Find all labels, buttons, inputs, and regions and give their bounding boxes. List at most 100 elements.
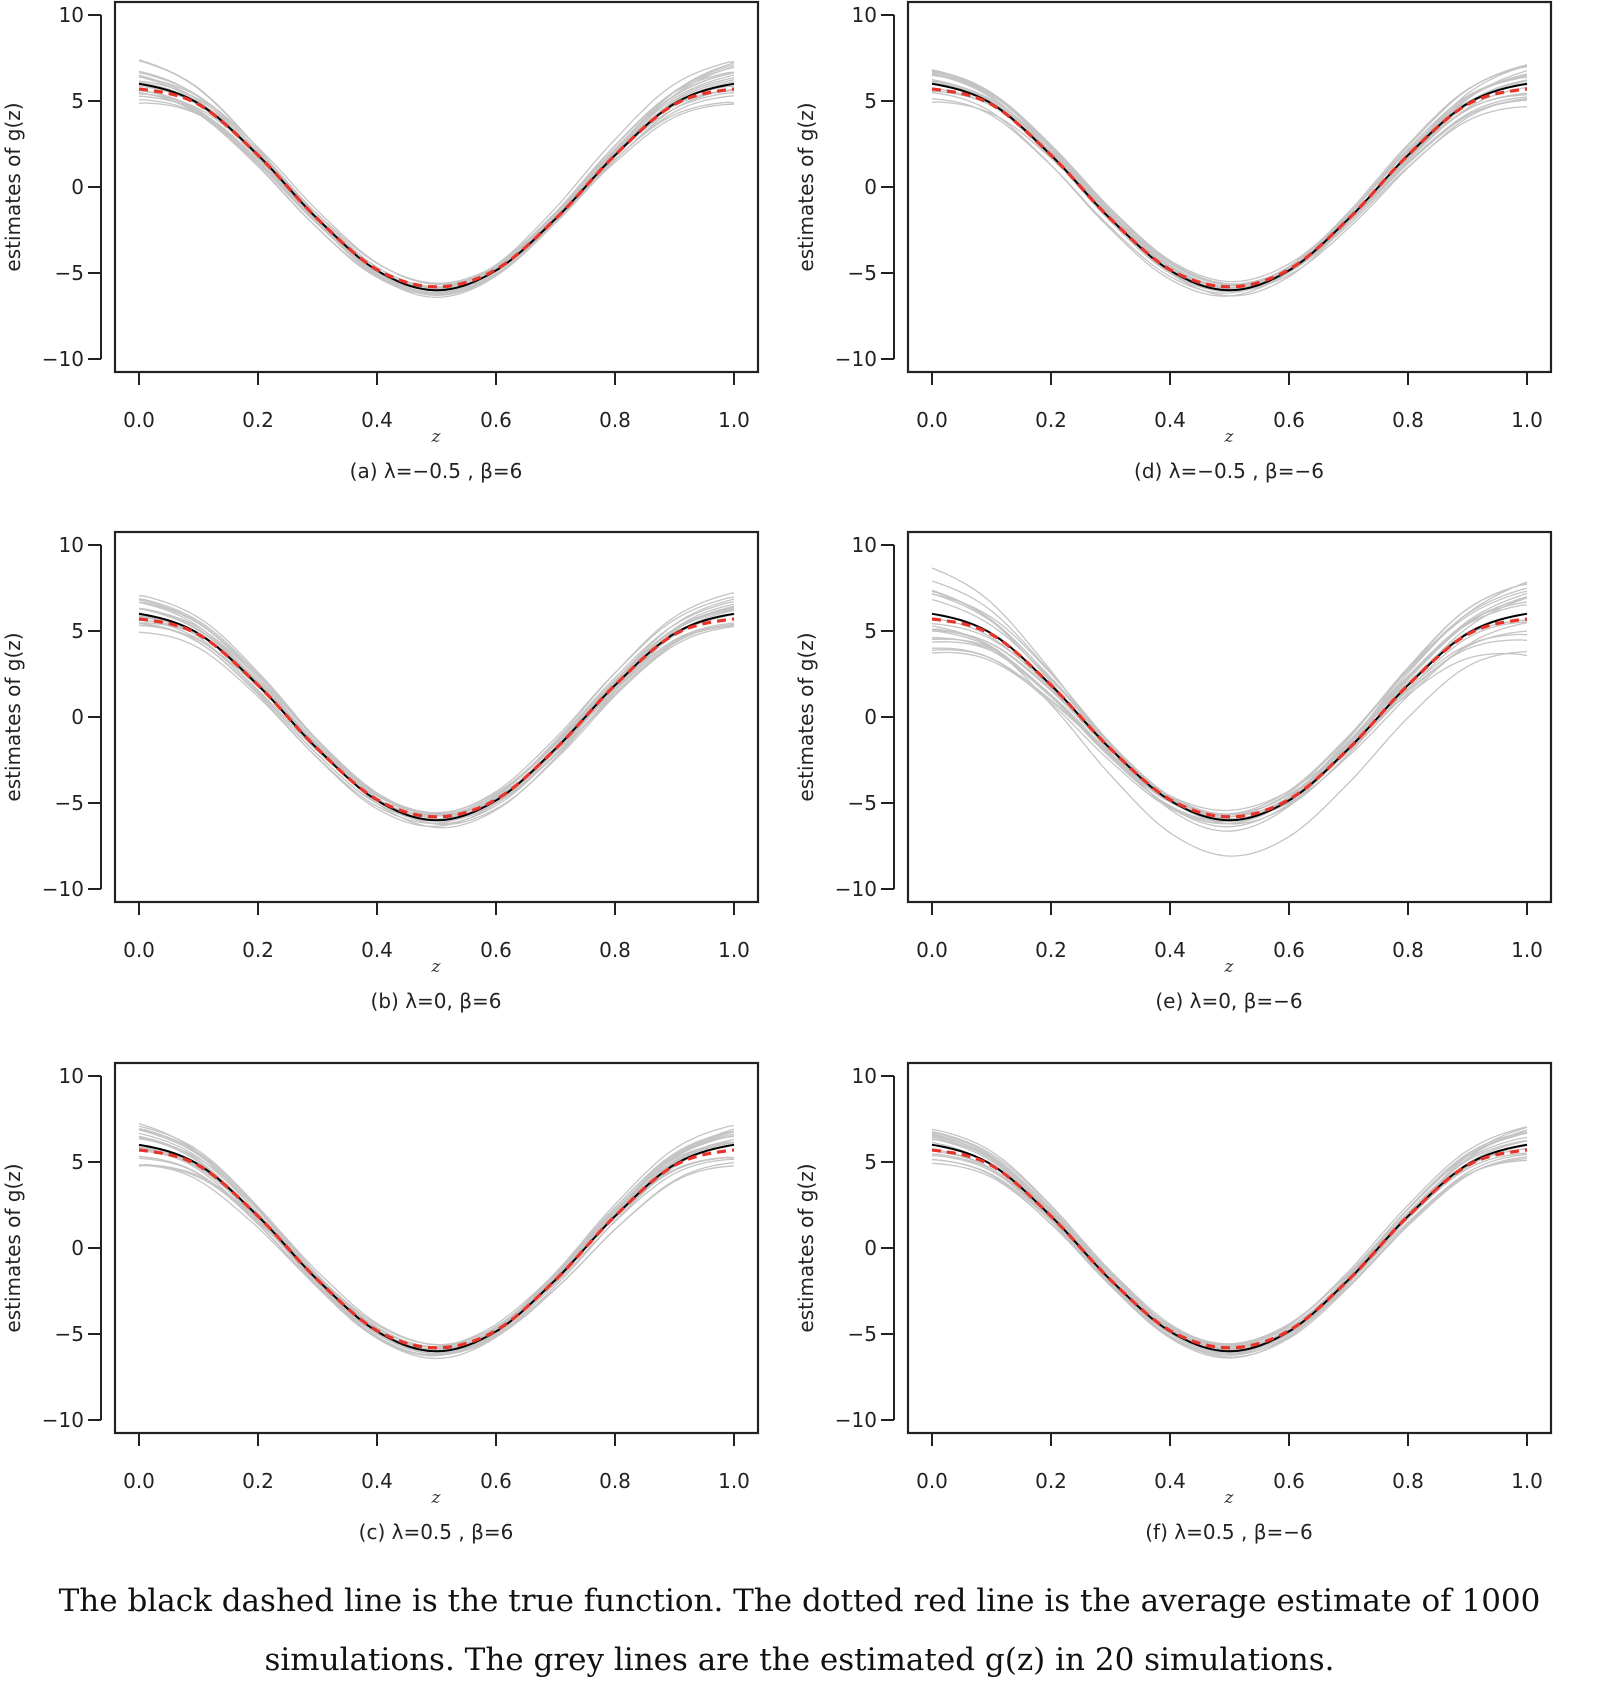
simulation-line bbox=[931, 79, 1528, 286]
x-tick-label: 0.0 bbox=[123, 1469, 155, 1493]
simulation-line bbox=[931, 639, 1528, 816]
simulation-line bbox=[931, 1131, 1528, 1353]
simulation-line bbox=[138, 592, 735, 820]
simulation-line bbox=[931, 590, 1528, 818]
x-tick-label: 0.4 bbox=[1154, 938, 1186, 962]
x-axis-label: z bbox=[431, 427, 442, 447]
x-tick-label: 0.4 bbox=[361, 938, 393, 962]
simulation-line bbox=[931, 1138, 1528, 1345]
y-tick-label: 0 bbox=[71, 175, 84, 199]
plot-frame bbox=[113, 0, 760, 374]
simulation-line bbox=[138, 1138, 735, 1349]
x-tick-label: 1.0 bbox=[718, 1469, 750, 1493]
simulation-line bbox=[931, 80, 1528, 285]
y-tick-label: −5 bbox=[55, 791, 84, 815]
true-function-line bbox=[931, 612, 1528, 822]
simulation-line bbox=[138, 613, 735, 822]
x-tick-label: 0.0 bbox=[123, 408, 155, 432]
simulation-line bbox=[931, 1126, 1528, 1349]
x-tick-label: 0.8 bbox=[599, 938, 631, 962]
y-tick-label: 5 bbox=[864, 89, 877, 113]
simulation-line bbox=[931, 593, 1528, 825]
simulation-line bbox=[138, 1133, 735, 1360]
y-tick-label: −10 bbox=[835, 347, 877, 371]
x-axis-label: z bbox=[431, 1488, 442, 1508]
x-tick-label: 0.6 bbox=[480, 1469, 512, 1493]
panel-caption: (c) λ=0.5 , β=6 bbox=[359, 1520, 514, 1544]
simulation-line bbox=[138, 601, 735, 821]
simulation-line bbox=[932, 1129, 1528, 1353]
simulation-line bbox=[138, 1128, 735, 1353]
x-tick-label: 0.2 bbox=[242, 1469, 274, 1493]
simulation-line bbox=[138, 59, 735, 298]
simulation-line bbox=[931, 1144, 1528, 1346]
simulation-line bbox=[931, 70, 1528, 283]
simulation-line bbox=[138, 596, 735, 815]
average-estimate-line bbox=[931, 1148, 1528, 1350]
y-axis-label: estimates of g(z) bbox=[794, 1163, 818, 1332]
simulation-line bbox=[931, 70, 1528, 288]
plot-frame bbox=[906, 0, 1553, 374]
simulation-line bbox=[138, 80, 735, 292]
y-tick-label: 0 bbox=[864, 175, 877, 199]
simulation-line bbox=[138, 81, 735, 288]
average-estimate-line bbox=[138, 1148, 735, 1350]
simulation-line bbox=[931, 589, 1528, 822]
plot-frame bbox=[113, 530, 760, 904]
x-tick-label: 1.0 bbox=[718, 938, 750, 962]
simulation-line bbox=[931, 65, 1528, 297]
simulation-line bbox=[138, 91, 735, 293]
simulation-line bbox=[138, 594, 735, 826]
simulation-line bbox=[931, 1131, 1528, 1351]
panel-f: 10 5 0 −5 −10 0.0 0.2 0.4 0.6 0.8 1.0 z estimates of… bbox=[794, 1061, 1553, 1544]
x-tick-label: 0.2 bbox=[1035, 408, 1067, 432]
simulation-line bbox=[931, 73, 1528, 287]
simulation-line bbox=[138, 608, 735, 821]
plot-area bbox=[138, 59, 735, 298]
plot-frame bbox=[113, 1061, 760, 1435]
x-tick-label: 0.2 bbox=[1035, 1469, 1067, 1493]
x-tick-label: 0.8 bbox=[1392, 1469, 1424, 1493]
x-tick-label: 0.0 bbox=[123, 938, 155, 962]
simulation-line bbox=[931, 78, 1528, 289]
x-tick-label: 0.0 bbox=[916, 408, 948, 432]
y-tick-label: −5 bbox=[55, 261, 84, 285]
y-tick-label: 5 bbox=[71, 89, 84, 113]
simulation-line bbox=[138, 1131, 735, 1346]
panel-a: 10 5 0 −5 −10 0.0 0.2 0.4 0.6 0.8 1.0 z estimates of… bbox=[1, 0, 760, 483]
plot-area bbox=[931, 567, 1528, 857]
x-tick-label: 0.0 bbox=[916, 938, 948, 962]
simulation-line bbox=[931, 1128, 1528, 1350]
simulation-line bbox=[931, 592, 1528, 818]
simulation-line bbox=[931, 74, 1528, 286]
y-tick-label: −5 bbox=[848, 261, 877, 285]
average-estimate-line bbox=[138, 617, 735, 819]
average-estimate-line bbox=[931, 87, 1528, 289]
simulation-line bbox=[931, 587, 1528, 815]
simulation-line bbox=[931, 81, 1528, 290]
simulation-line bbox=[931, 1131, 1528, 1348]
x-axis-label: z bbox=[1224, 1488, 1235, 1508]
y-tick-label: −10 bbox=[835, 877, 877, 901]
y-tick-label: −10 bbox=[42, 877, 84, 901]
simulation-line bbox=[931, 69, 1528, 291]
average-estimate-line bbox=[931, 617, 1528, 819]
y-axis-label: estimates of g(z) bbox=[794, 102, 818, 271]
x-axis-label: z bbox=[1224, 427, 1235, 447]
x-tick-label: 0.2 bbox=[242, 408, 274, 432]
simulation-line bbox=[931, 74, 1528, 294]
y-tick-label: 10 bbox=[852, 533, 877, 557]
y-tick-label: −10 bbox=[42, 347, 84, 371]
y-tick-label: 10 bbox=[59, 533, 84, 557]
panel-caption: (f) λ=0.5 , β=−6 bbox=[1145, 1520, 1312, 1544]
simulation-line bbox=[931, 1126, 1528, 1355]
simulation-line bbox=[931, 625, 1528, 857]
y-tick-label: 5 bbox=[864, 619, 877, 643]
simulation-line bbox=[138, 1125, 735, 1352]
simulation-line bbox=[138, 81, 735, 290]
y-tick-label: 0 bbox=[864, 1236, 877, 1260]
y-tick-label: −10 bbox=[42, 1408, 84, 1432]
simulation-line bbox=[931, 597, 1528, 821]
simulation-line bbox=[138, 1164, 735, 1353]
